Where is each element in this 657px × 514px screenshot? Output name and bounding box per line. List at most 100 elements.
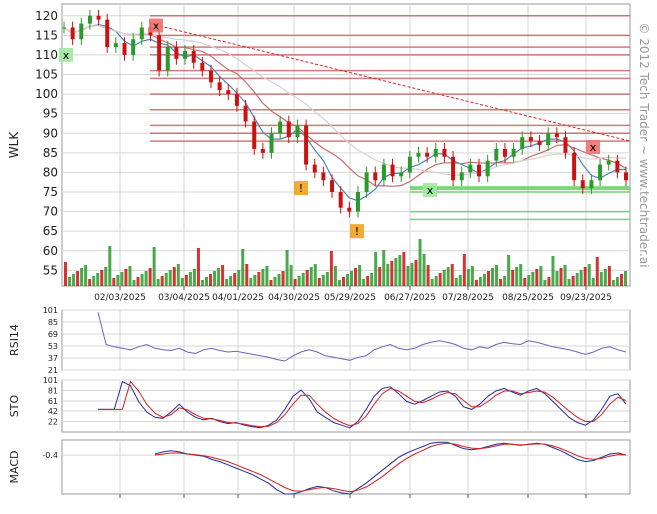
candle-body	[416, 152, 421, 157]
volume-bar	[329, 251, 333, 286]
date-tick-label: 06/27/2025	[384, 293, 436, 303]
indicator-tick-label: 101	[43, 376, 58, 385]
volume-bar	[482, 274, 486, 286]
candle-body	[364, 172, 369, 192]
volume-bar	[297, 276, 301, 286]
volume-bar	[160, 276, 164, 286]
volume-bar	[148, 268, 152, 286]
volume-bar	[140, 274, 144, 286]
date-tick-label: 03/04/2025	[158, 293, 210, 303]
candle-body	[79, 23, 84, 40]
volume-bar	[434, 276, 438, 286]
volume-bar	[523, 278, 527, 286]
volume-bar	[136, 277, 140, 286]
volume-bar	[309, 267, 313, 286]
price-tick-label: 85	[43, 146, 58, 160]
volume-bar	[88, 279, 92, 286]
candle-body	[502, 148, 507, 157]
signal-marker	[294, 181, 308, 196]
volume-bar	[289, 265, 293, 286]
volume-bar	[172, 267, 176, 286]
volume-bar	[511, 270, 515, 286]
volume-bar	[611, 280, 615, 286]
volume-bar	[567, 279, 571, 286]
volume-bar	[615, 277, 619, 286]
indicator-tick-label: 61	[48, 397, 58, 406]
candle-body	[174, 47, 179, 59]
volume-bar	[200, 280, 204, 286]
volume-bar	[591, 278, 595, 286]
signal-marker-label: !	[355, 225, 359, 238]
volume-bar	[543, 280, 547, 286]
volume-bar	[257, 272, 261, 286]
volume-bar	[341, 277, 345, 286]
candle-body	[312, 164, 317, 173]
indicator-tick-label: 101	[43, 306, 58, 315]
volume-bar	[607, 266, 611, 286]
ticker-label: WLK	[7, 131, 21, 159]
volume-bar	[378, 267, 382, 286]
volume-bar	[358, 265, 362, 286]
volume-bar	[205, 277, 208, 286]
volume-bar	[503, 276, 507, 286]
volume-bar	[454, 278, 458, 286]
volume-bar	[414, 260, 418, 286]
candle-body	[321, 172, 326, 181]
candle-body	[459, 172, 464, 181]
volume-bar	[164, 273, 168, 286]
candle-body	[165, 47, 170, 71]
price-tick-label: 115	[35, 28, 58, 42]
candle-body	[528, 137, 533, 142]
price-tick-label: 110	[35, 48, 58, 62]
candle-body	[243, 105, 248, 122]
volume-bar	[519, 264, 523, 286]
volume-bar	[285, 250, 289, 286]
volume-bar	[619, 274, 623, 286]
candle-body	[208, 70, 213, 83]
indicator-panel-frame	[61, 309, 631, 371]
price-tick-label: 75	[43, 185, 58, 199]
signal-marker	[350, 224, 364, 239]
volume-bar	[196, 248, 200, 286]
volume-bar	[563, 265, 567, 286]
candle-body	[580, 180, 585, 189]
candle-body	[494, 148, 499, 161]
volume-bar	[583, 267, 587, 286]
volume-bar	[281, 271, 285, 286]
volume-bar	[68, 277, 72, 286]
volume-bar	[237, 270, 241, 286]
volume-bar	[535, 269, 539, 286]
candle-body	[520, 137, 525, 149]
volume-bar	[64, 262, 67, 286]
signal-marker-label: x	[590, 141, 597, 154]
candle-body	[390, 164, 395, 177]
volume-bar	[80, 268, 84, 286]
volume-bar	[233, 273, 237, 286]
candle-body	[96, 15, 101, 20]
volume-bar	[547, 277, 551, 286]
candle-body	[226, 90, 231, 95]
candle-body	[589, 180, 594, 189]
candle-body	[330, 180, 335, 192]
candle-body	[260, 148, 265, 153]
volume-bar	[354, 268, 358, 286]
candle-body	[537, 141, 542, 145]
volume-bar	[108, 246, 112, 286]
volume-bar	[474, 280, 478, 286]
indicator-panel-frame	[61, 439, 631, 495]
price-tick-label: 90	[43, 126, 58, 140]
candle-body	[425, 152, 430, 157]
price-tick-label: 55	[43, 263, 58, 277]
candle-body	[442, 148, 447, 157]
signal-marker-label: !	[299, 182, 303, 195]
candle-body	[252, 121, 257, 149]
indicator-tick-label: 69	[48, 330, 58, 339]
candle-body	[295, 125, 300, 138]
volume-bar	[209, 274, 213, 286]
price-tick-label: 80	[43, 165, 58, 179]
volume-bar	[507, 255, 511, 286]
volume-bar	[84, 265, 88, 286]
volume-bar	[184, 275, 188, 286]
indicator-signal-line	[98, 380, 627, 428]
